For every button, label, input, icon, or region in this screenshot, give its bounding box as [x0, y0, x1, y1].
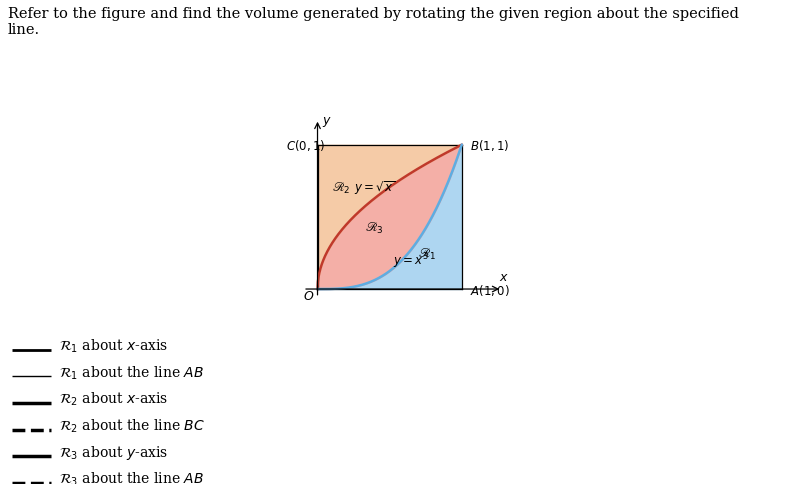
Text: $\mathscr{R}_2$: $\mathscr{R}_2$ [332, 181, 351, 196]
Text: $y=\sqrt{x}$: $y=\sqrt{x}$ [354, 179, 395, 197]
Text: $\mathscr{R}_1$: $\mathscr{R}_1$ [418, 247, 437, 262]
Text: $B(1,1)$: $B(1,1)$ [470, 138, 510, 153]
Text: $y$: $y$ [322, 115, 332, 129]
Text: $y=x^3$: $y=x^3$ [392, 251, 428, 271]
Text: $\mathscr{R}_3$: $\mathscr{R}_3$ [365, 221, 384, 236]
Text: $O$: $O$ [303, 289, 314, 302]
Text: $\mathcal{R}_2$ about $x$-axis: $\mathcal{R}_2$ about $x$-axis [59, 390, 169, 408]
Text: $C(0,1)$: $C(0,1)$ [286, 138, 325, 153]
Text: $\mathcal{R}_3$ about the line $AB$: $\mathcal{R}_3$ about the line $AB$ [59, 470, 204, 484]
Text: $\mathcal{R}_1$ about the line $AB$: $\mathcal{R}_1$ about the line $AB$ [59, 363, 204, 381]
Text: Refer to the figure and find the volume generated by rotating the given region a: Refer to the figure and find the volume … [8, 7, 739, 37]
Text: $A(1,0)$: $A(1,0)$ [470, 282, 510, 297]
Text: $\mathcal{R}_1$ about $x$-axis: $\mathcal{R}_1$ about $x$-axis [59, 337, 169, 354]
Text: $\mathcal{R}_2$ about the line $BC$: $\mathcal{R}_2$ about the line $BC$ [59, 417, 205, 434]
Text: $\mathcal{R}_3$ about $y$-axis: $\mathcal{R}_3$ about $y$-axis [59, 443, 169, 461]
Text: $x$: $x$ [500, 271, 509, 284]
